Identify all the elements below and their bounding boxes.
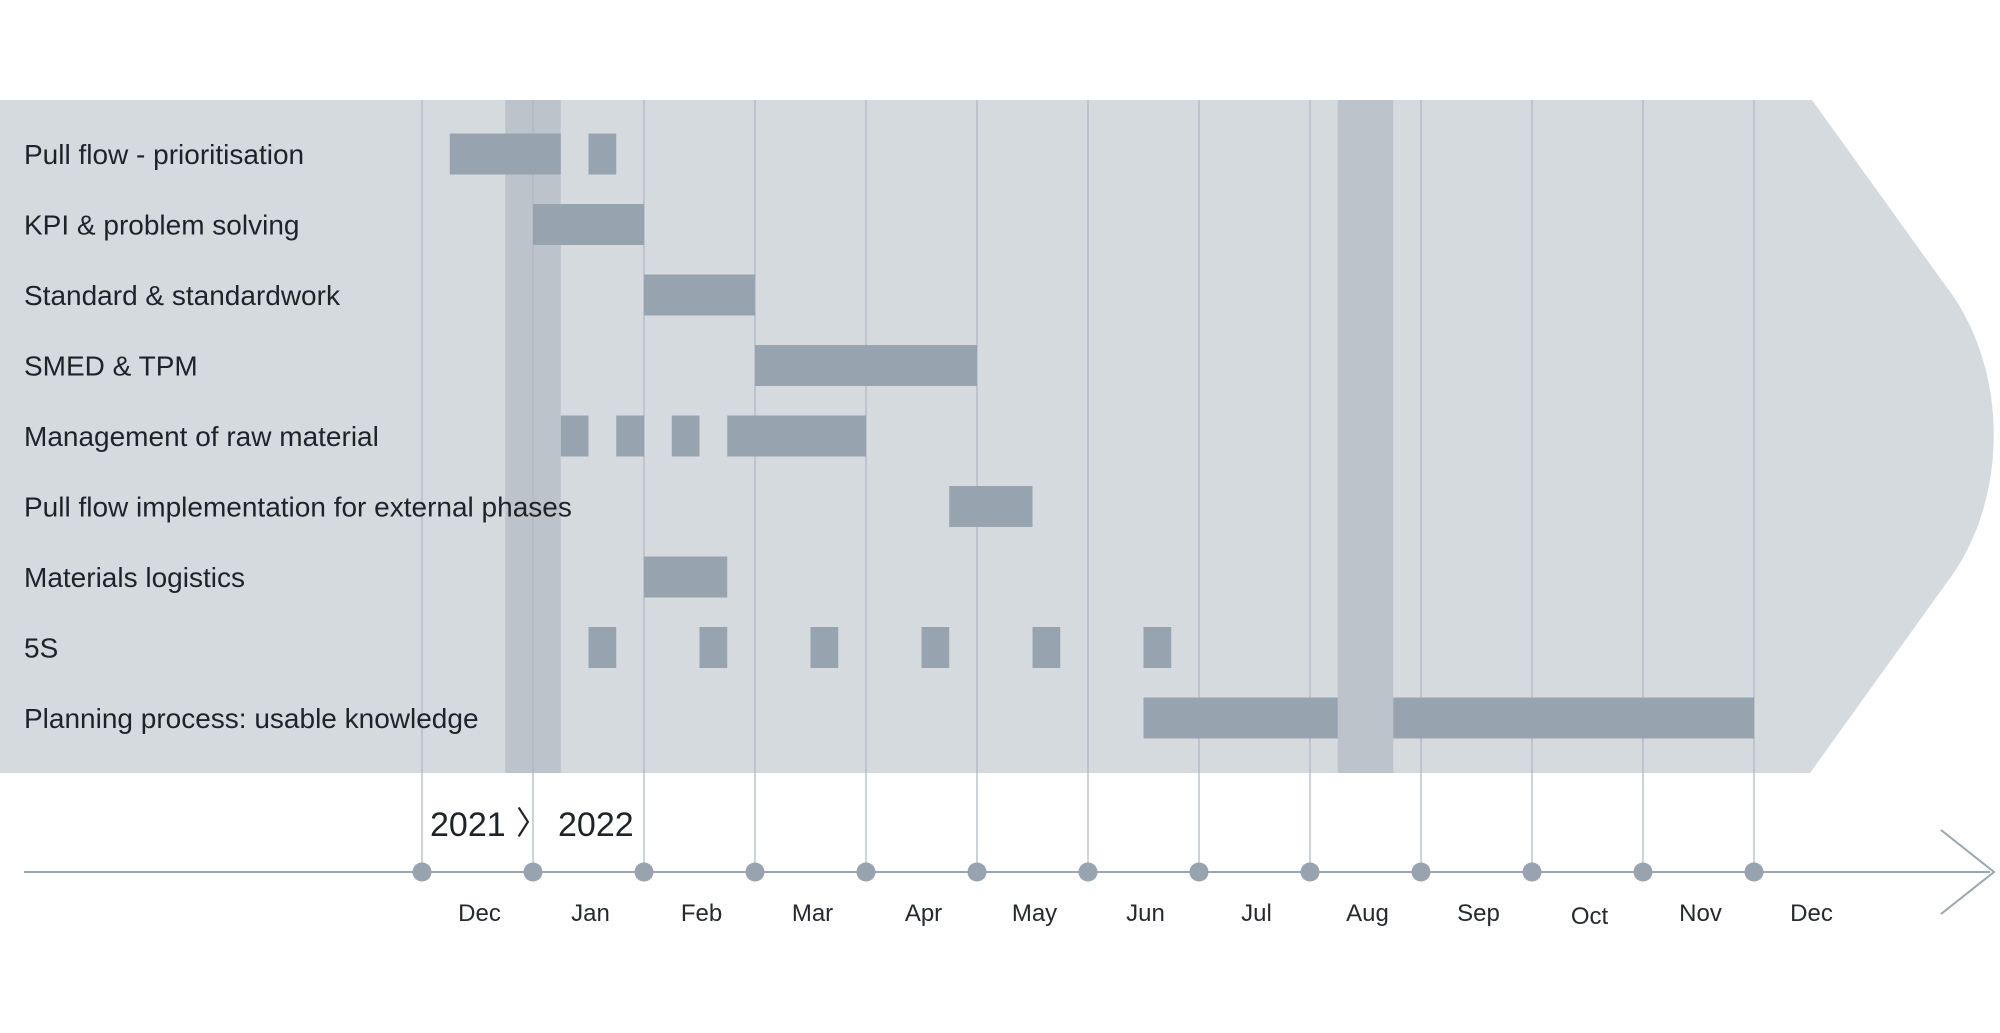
month-dot-12 xyxy=(1633,862,1653,882)
month-label: Oct xyxy=(1571,903,1609,930)
month-label: Jun xyxy=(1126,900,1165,927)
task-label: Standard & standardwork xyxy=(24,280,341,311)
month-dot-13 xyxy=(1744,862,1764,882)
task-bar-6-1 xyxy=(949,486,1033,527)
timeline-arrowhead xyxy=(1940,829,1996,915)
month-label: Aug xyxy=(1346,900,1389,927)
task-label: KPI & problem solving xyxy=(24,210,299,241)
month-label: Jan xyxy=(571,900,610,927)
task-bar-5-3 xyxy=(671,415,700,457)
task-bar-5-1 xyxy=(560,415,589,457)
task-label: 5S xyxy=(24,633,58,664)
timeline-axis-group: Dec Jan Feb Mar Apr May Jun Jul Aug Sep Oct Nov Dec xyxy=(24,829,1996,930)
chart-panel xyxy=(0,100,1994,773)
month-dot-10 xyxy=(1411,862,1431,882)
task-bar-8-5 xyxy=(1032,627,1061,668)
task-bar-8-2 xyxy=(699,627,728,668)
month-label: Dec xyxy=(1790,900,1833,927)
year-labels-group: 2021 〉 2022 xyxy=(430,805,634,844)
month-label: Nov xyxy=(1679,900,1722,927)
month-label: Apr xyxy=(905,900,942,927)
year-separator-chevron: 〉 xyxy=(516,805,548,841)
task-bar-9-2 xyxy=(1393,697,1754,739)
month-dot-5 xyxy=(856,862,876,882)
task-label: Management of raw material xyxy=(24,421,379,452)
task-labels-group: Pull flow - prioritisation KPI & problem … xyxy=(24,139,572,734)
month-dot-7 xyxy=(1078,862,1098,882)
task-label: Planning process: usable knowledge xyxy=(24,703,479,734)
month-dot-6 xyxy=(967,862,987,882)
shaded-period-2 xyxy=(1337,100,1394,773)
task-label: SMED & TPM xyxy=(24,351,198,382)
task-bar-1-2 xyxy=(588,133,617,175)
month-label: Mar xyxy=(792,900,833,927)
month-dot-4 xyxy=(745,862,765,882)
task-bar-2-1 xyxy=(533,204,644,245)
month-dot-3 xyxy=(634,862,654,882)
month-label: Dec xyxy=(458,900,501,927)
month-label: Feb xyxy=(681,900,722,927)
month-dot-1 xyxy=(412,862,432,882)
task-bar-8-6 xyxy=(1143,627,1172,668)
year-label-start: 2021 xyxy=(430,806,506,844)
task-bar-5-4 xyxy=(727,415,866,457)
gridlines-group xyxy=(421,100,1755,872)
month-dot-2 xyxy=(523,862,543,882)
task-label: Pull flow implementation for external ph… xyxy=(24,492,572,523)
month-dot-9 xyxy=(1300,862,1320,882)
task-label: Materials logistics xyxy=(24,562,245,593)
task-bar-9-1 xyxy=(1143,697,1338,739)
task-bar-1-1 xyxy=(449,133,561,175)
chart-panel-group xyxy=(0,100,1994,773)
month-dot-8 xyxy=(1189,862,1209,882)
task-bar-3-1 xyxy=(644,274,755,316)
month-label: Jul xyxy=(1241,900,1272,927)
month-label: Sep xyxy=(1457,900,1500,927)
month-label: May xyxy=(1012,900,1057,927)
task-bar-8-4 xyxy=(921,627,950,668)
task-bar-8-3 xyxy=(810,627,839,668)
task-bar-4-1 xyxy=(755,345,977,386)
task-bar-5-2 xyxy=(616,415,644,457)
task-bar-8-1 xyxy=(588,627,617,668)
task-bar-7-1 xyxy=(644,556,728,598)
task-bars-group xyxy=(449,133,1754,739)
year-label-end: 2022 xyxy=(558,806,634,844)
task-label: Pull flow - prioritisation xyxy=(24,139,304,170)
month-dot-11 xyxy=(1522,862,1542,882)
